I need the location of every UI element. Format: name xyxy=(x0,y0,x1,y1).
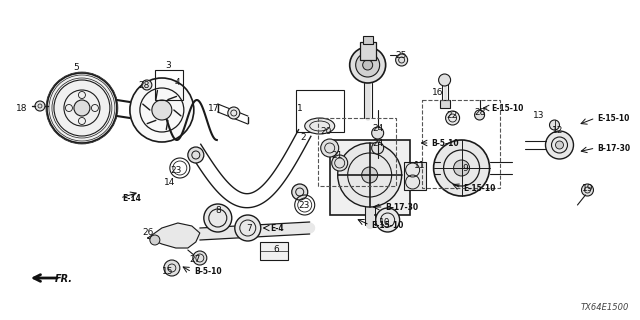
Circle shape xyxy=(475,110,484,120)
Text: 11: 11 xyxy=(414,161,426,170)
Text: 20: 20 xyxy=(320,126,332,135)
Circle shape xyxy=(363,60,372,70)
Text: 5: 5 xyxy=(73,62,79,71)
Bar xyxy=(317,118,396,186)
Text: E-15-10: E-15-10 xyxy=(598,114,630,123)
Text: 19: 19 xyxy=(582,183,593,193)
Circle shape xyxy=(556,141,563,149)
Circle shape xyxy=(356,53,380,77)
Text: 28: 28 xyxy=(474,108,485,116)
Bar xyxy=(155,70,183,100)
Text: 18: 18 xyxy=(16,103,28,113)
Text: 16: 16 xyxy=(432,87,444,97)
Text: 17: 17 xyxy=(208,103,220,113)
Circle shape xyxy=(349,47,386,83)
Text: 1: 1 xyxy=(297,103,303,113)
Circle shape xyxy=(545,131,573,159)
Circle shape xyxy=(454,160,470,176)
Text: 23: 23 xyxy=(170,165,182,174)
Text: 26: 26 xyxy=(142,228,154,236)
Text: 10: 10 xyxy=(379,218,390,227)
Text: 28: 28 xyxy=(138,81,150,90)
Text: 6: 6 xyxy=(273,244,278,253)
Circle shape xyxy=(582,184,593,196)
Circle shape xyxy=(550,120,559,130)
Text: 15: 15 xyxy=(162,267,173,276)
Circle shape xyxy=(204,204,232,232)
Circle shape xyxy=(362,167,378,183)
Polygon shape xyxy=(148,223,200,248)
Text: 24: 24 xyxy=(372,124,383,132)
Text: 2: 2 xyxy=(300,132,305,141)
Bar xyxy=(360,42,376,60)
Text: 7: 7 xyxy=(246,223,252,233)
Circle shape xyxy=(372,127,383,139)
Text: 13: 13 xyxy=(532,110,544,119)
Text: 3: 3 xyxy=(165,60,171,69)
Text: 23: 23 xyxy=(298,201,309,210)
Circle shape xyxy=(292,184,308,200)
Circle shape xyxy=(372,142,383,154)
Text: 25: 25 xyxy=(395,51,406,60)
Text: B-5-10: B-5-10 xyxy=(194,268,221,276)
Circle shape xyxy=(74,100,90,116)
Circle shape xyxy=(338,143,402,207)
Bar xyxy=(404,162,426,190)
Circle shape xyxy=(396,54,408,66)
Text: B-5-10: B-5-10 xyxy=(431,139,460,148)
Circle shape xyxy=(235,215,260,241)
Circle shape xyxy=(332,155,348,171)
Circle shape xyxy=(321,139,339,157)
Text: 24: 24 xyxy=(372,139,383,148)
Text: E-14: E-14 xyxy=(122,194,141,203)
Text: 27: 27 xyxy=(189,255,200,265)
Bar xyxy=(363,36,372,44)
Circle shape xyxy=(445,111,460,125)
Text: B-17-30: B-17-30 xyxy=(598,143,630,153)
Bar xyxy=(330,140,410,215)
Bar xyxy=(440,100,449,108)
Circle shape xyxy=(150,235,160,245)
Text: 12: 12 xyxy=(552,125,563,134)
Text: 9: 9 xyxy=(463,164,468,172)
Bar xyxy=(422,100,500,188)
Circle shape xyxy=(35,101,45,111)
Text: 4: 4 xyxy=(175,77,180,86)
Circle shape xyxy=(142,80,152,90)
Ellipse shape xyxy=(305,118,335,134)
Circle shape xyxy=(376,208,399,232)
Text: 8: 8 xyxy=(215,205,221,214)
Text: TX64E1500: TX64E1500 xyxy=(581,303,629,312)
Bar xyxy=(260,242,288,260)
Bar xyxy=(296,90,344,132)
Circle shape xyxy=(438,74,451,86)
Text: 21: 21 xyxy=(331,150,342,159)
Circle shape xyxy=(434,140,490,196)
Text: E-4: E-4 xyxy=(269,223,284,233)
Circle shape xyxy=(193,251,207,265)
Text: FR.: FR. xyxy=(55,274,73,284)
Text: B-17-30: B-17-30 xyxy=(386,203,419,212)
Text: E-15-10: E-15-10 xyxy=(492,103,524,113)
Circle shape xyxy=(47,73,117,143)
Text: 22: 22 xyxy=(446,110,457,119)
Text: E-15-10: E-15-10 xyxy=(463,183,496,193)
Circle shape xyxy=(164,260,180,276)
Circle shape xyxy=(228,107,240,119)
Text: E-15-10: E-15-10 xyxy=(372,220,404,229)
Circle shape xyxy=(188,147,204,163)
Circle shape xyxy=(152,100,172,120)
Circle shape xyxy=(130,78,194,142)
Text: 14: 14 xyxy=(164,178,175,187)
